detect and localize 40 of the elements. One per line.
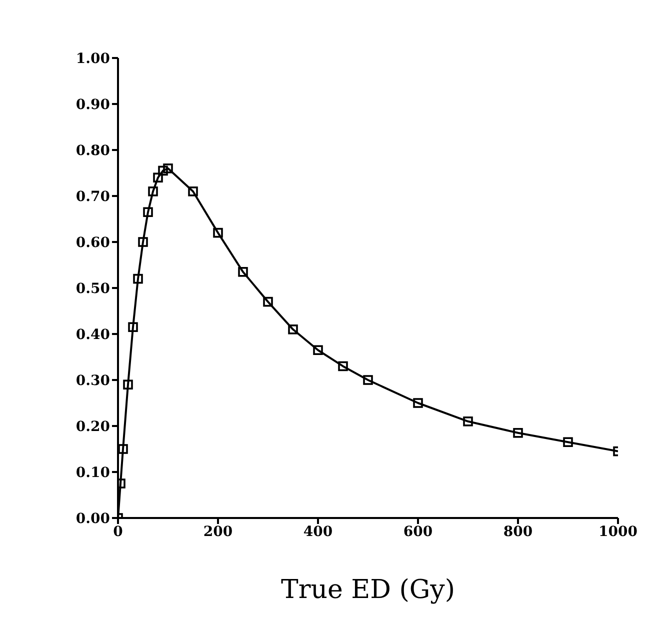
point — [148, 186, 158, 196]
point — [413, 398, 423, 408]
point — [118, 444, 128, 454]
x-tick-label: 400 — [303, 524, 333, 540]
point — [213, 228, 223, 238]
point — [288, 324, 298, 334]
x-axis-title: True ED (Gy) — [280, 575, 456, 605]
x-tick-label: 0 — [113, 524, 124, 540]
point — [143, 207, 153, 217]
point — [463, 416, 473, 426]
point — [153, 172, 163, 182]
x-tick-label: 200 — [203, 524, 233, 540]
x-tick-label: 1000 — [598, 524, 638, 540]
y-tick-label: 0.30 — [76, 372, 110, 389]
x-tick-label: 800 — [503, 524, 533, 540]
y-tick-label: 0.20 — [76, 418, 110, 435]
y-tick-label: 0.60 — [76, 234, 110, 251]
point — [123, 380, 133, 390]
y-tick-label: 1.00 — [76, 50, 110, 67]
point — [563, 437, 573, 447]
y-tick-label: 0.70 — [76, 188, 110, 205]
point — [263, 296, 273, 307]
point — [138, 237, 148, 247]
point — [513, 428, 523, 438]
point — [363, 375, 373, 385]
y-tick-label: 0.10 — [76, 464, 110, 481]
point — [238, 267, 248, 277]
point — [338, 361, 348, 372]
y-tick-label: 0.90 — [76, 96, 110, 113]
y-tick-label: 0.80 — [76, 142, 110, 159]
point — [313, 345, 323, 355]
point — [128, 322, 138, 332]
y-tick-label: 0.50 — [76, 280, 110, 297]
point — [133, 274, 143, 284]
y-tick-label: 0.40 — [76, 326, 110, 343]
point — [163, 164, 173, 174]
y-tick-label: 0.00 — [76, 510, 110, 527]
point — [188, 186, 198, 196]
point — [158, 166, 168, 176]
x-tick-label: 600 — [403, 524, 433, 540]
